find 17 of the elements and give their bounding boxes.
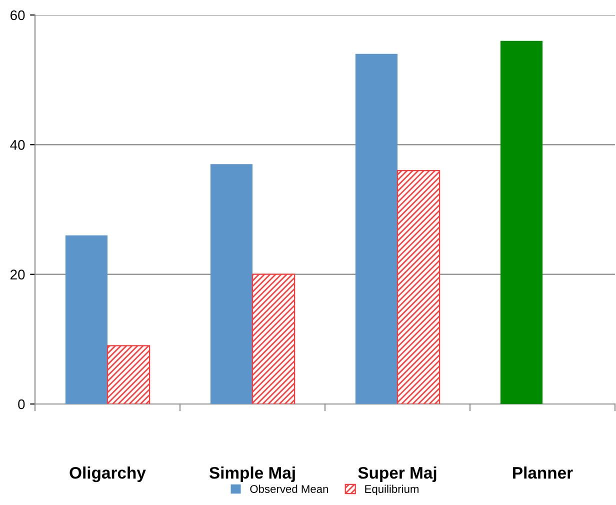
y-tick-label: 60 xyxy=(10,10,25,20)
x-tick-label: Simple Maj xyxy=(209,466,295,482)
bar xyxy=(396,170,440,404)
bar xyxy=(210,164,252,404)
y-tick-label: 20 xyxy=(10,270,25,280)
legend-label: Observed Mean xyxy=(250,484,328,493)
x-tick-label: Oligarchy xyxy=(70,466,146,482)
bar xyxy=(252,274,296,404)
x-tick-label: Planner xyxy=(513,466,573,479)
y-tick-label: 40 xyxy=(10,140,25,150)
bar xyxy=(106,345,150,404)
bar xyxy=(355,54,398,404)
bar xyxy=(65,235,108,404)
y-tick-label: 0 xyxy=(18,399,25,410)
x-tick-label: Super Maj xyxy=(358,466,436,482)
bar xyxy=(500,40,542,404)
legend-label: Equilibrium xyxy=(365,484,418,496)
